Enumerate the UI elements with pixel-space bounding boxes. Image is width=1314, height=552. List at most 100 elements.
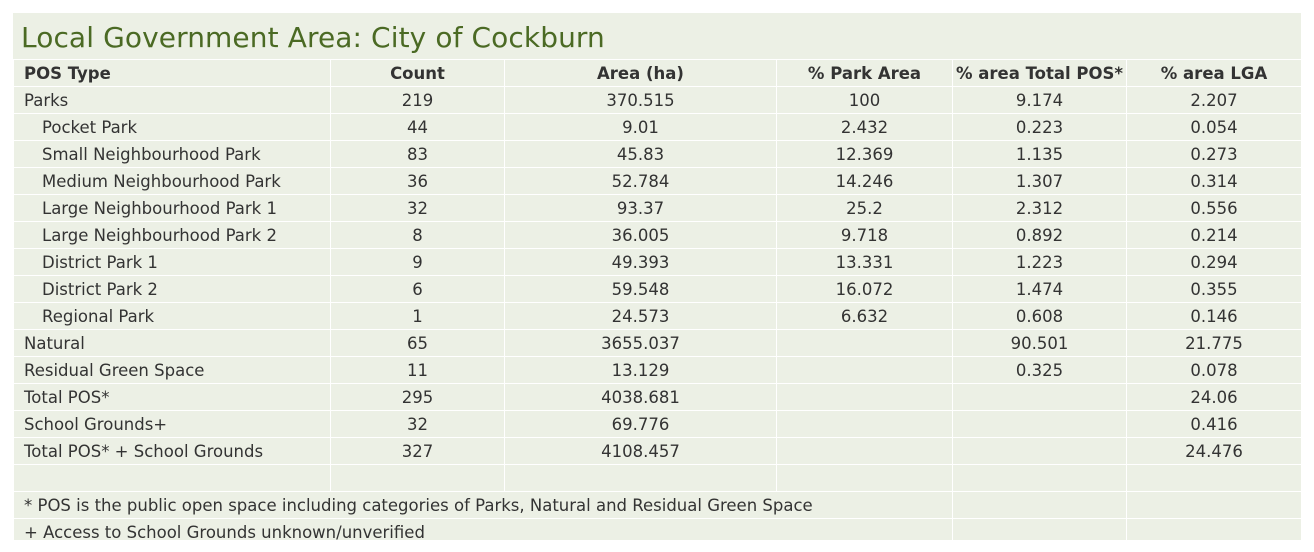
lga-cell: 24.476	[1126, 437, 1301, 465]
pos-type-cell: Residual Green Space	[13, 356, 331, 384]
park-area-cell	[776, 410, 953, 438]
count-cell: 83	[330, 140, 505, 168]
total-pos-cell	[952, 383, 1127, 411]
area-cell: 370.515	[504, 86, 777, 114]
park-area-cell: 25.2	[776, 194, 953, 222]
area-cell: 52.784	[504, 167, 777, 195]
pos-type-cell: School Grounds+	[13, 410, 331, 438]
pos-type-cell: Medium Neighbourhood Park	[13, 167, 331, 195]
pos-type-cell: Large Neighbourhood Park 2	[13, 221, 331, 249]
total-pos-cell	[952, 410, 1127, 438]
pos-type-cell: Total POS* + School Grounds	[13, 437, 331, 465]
lga-cell: 0.355	[1126, 275, 1301, 303]
pos-table: POS Type Count Area (ha) % Park Area % a…	[13, 59, 1301, 540]
total-pos-cell: 0.608	[952, 302, 1127, 330]
column-header-park-area: % Park Area	[776, 59, 953, 87]
count-cell: 11	[330, 356, 505, 384]
table-row: Total POS* 295 4038.681 24.06	[13, 383, 1301, 411]
table-row: Medium Neighbourhood Park 36 52.784 14.246 1…	[13, 167, 1301, 195]
count-cell: 1	[330, 302, 505, 330]
pos-type-cell: Parks	[13, 86, 331, 114]
area-cell: 4108.457	[504, 437, 777, 465]
header-row: POS Type Count Area (ha) % Park Area % a…	[13, 59, 1301, 87]
count-cell: 65	[330, 329, 505, 357]
column-header-area: Area (ha)	[504, 59, 777, 87]
count-cell: 36	[330, 167, 505, 195]
lga-cell: 0.273	[1126, 140, 1301, 168]
pos-type-cell: District Park 2	[13, 275, 331, 303]
count-cell: 9	[330, 248, 505, 276]
count-cell: 32	[330, 194, 505, 222]
table-row: Natural 65 3655.037 90.501 21.775	[13, 329, 1301, 357]
column-header-count: Count	[330, 59, 505, 87]
park-area-cell: 12.369	[776, 140, 953, 168]
total-pos-cell: 0.892	[952, 221, 1127, 249]
table-body: Parks 219 370.515 100 9.174 2.207 Pocket Park 4…	[13, 86, 1301, 465]
park-area-cell: 6.632	[776, 302, 953, 330]
total-pos-cell: 1.474	[952, 275, 1127, 303]
pos-type-cell: Pocket Park	[13, 113, 331, 141]
lga-cell: 0.314	[1126, 167, 1301, 195]
count-cell: 327	[330, 437, 505, 465]
table-row: Parks 219 370.515 100 9.174 2.207	[13, 86, 1301, 114]
park-area-cell	[776, 356, 953, 384]
area-cell: 13.129	[504, 356, 777, 384]
pos-type-cell: District Park 1	[13, 248, 331, 276]
table-row: Total POS* + School Grounds 327 4108.457 24…	[13, 437, 1301, 465]
count-cell: 295	[330, 383, 505, 411]
count-cell: 32	[330, 410, 505, 438]
count-cell: 8	[330, 221, 505, 249]
total-pos-cell: 0.325	[952, 356, 1127, 384]
lga-cell: 0.556	[1126, 194, 1301, 222]
area-cell: 93.37	[504, 194, 777, 222]
park-area-cell: 100	[776, 86, 953, 114]
footnote-section: * POS is the public open space including…	[13, 464, 1301, 540]
table-row: Large Neighbourhood Park 2 8 36.005 9.718 0.…	[13, 221, 1301, 249]
pos-type-cell: Regional Park	[13, 302, 331, 330]
table-row: School Grounds+ 32 69.776 0.416	[13, 410, 1301, 438]
lga-cell: 2.207	[1126, 86, 1301, 114]
column-header-lga: % area LGA	[1126, 59, 1301, 87]
lga-cell: 0.416	[1126, 410, 1301, 438]
park-area-cell	[776, 437, 953, 465]
footnote-row: * POS is the public open space including…	[13, 491, 1301, 519]
lga-cell: 0.214	[1126, 221, 1301, 249]
area-cell: 59.548	[504, 275, 777, 303]
park-area-cell: 2.432	[776, 113, 953, 141]
area-cell: 36.005	[504, 221, 777, 249]
area-cell: 3655.037	[504, 329, 777, 357]
total-pos-cell: 1.135	[952, 140, 1127, 168]
table-row: District Park 1 9 49.393 13.331 1.223 0.294	[13, 248, 1301, 276]
lga-cell: 0.054	[1126, 113, 1301, 141]
area-cell: 4038.681	[504, 383, 777, 411]
spacer-row	[13, 464, 1301, 492]
page-title: Local Government Area: City of Cockburn	[21, 21, 605, 54]
lga-cell: 24.06	[1126, 383, 1301, 411]
total-pos-cell: 1.223	[952, 248, 1127, 276]
count-cell: 6	[330, 275, 505, 303]
pos-type-cell: Natural	[13, 329, 331, 357]
footnote-pos: * POS is the public open space including…	[13, 491, 953, 519]
park-area-cell: 9.718	[776, 221, 953, 249]
lga-cell: 0.294	[1126, 248, 1301, 276]
park-area-cell: 14.246	[776, 167, 953, 195]
column-header-pos-type: POS Type	[13, 59, 331, 87]
pos-type-cell: Large Neighbourhood Park 1	[13, 194, 331, 222]
total-pos-cell	[952, 437, 1127, 465]
pos-type-cell: Small Neighbourhood Park	[13, 140, 331, 168]
count-cell: 44	[330, 113, 505, 141]
count-cell: 219	[330, 86, 505, 114]
table-row: Large Neighbourhood Park 1 32 93.37 25.2 2.3…	[13, 194, 1301, 222]
footnote-school: + Access to School Grounds unknown/unver…	[13, 518, 953, 540]
report-sheet: Local Government Area: City of Cockburn …	[13, 13, 1301, 540]
lga-cell: 0.146	[1126, 302, 1301, 330]
park-area-cell: 16.072	[776, 275, 953, 303]
area-cell: 49.393	[504, 248, 777, 276]
area-cell: 45.83	[504, 140, 777, 168]
table-row: Pocket Park 44 9.01 2.432 0.223 0.054	[13, 113, 1301, 141]
park-area-cell	[776, 329, 953, 357]
table-row: District Park 2 6 59.548 16.072 1.474 0.355	[13, 275, 1301, 303]
total-pos-cell: 1.307	[952, 167, 1127, 195]
table-row: Regional Park 1 24.573 6.632 0.608 0.146	[13, 302, 1301, 330]
total-pos-cell: 0.223	[952, 113, 1127, 141]
